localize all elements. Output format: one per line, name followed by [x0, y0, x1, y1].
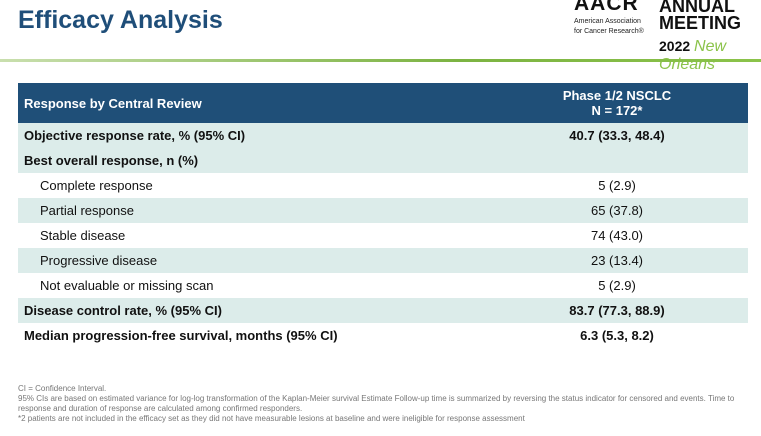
efficacy-table: Response by Central Review Phase 1/2 NSCL… — [18, 83, 748, 348]
row: Progressive disease 23 (13.4) — [18, 248, 748, 273]
row: Complete response 5 (2.9) — [18, 173, 748, 198]
cell: Stable disease — [40, 228, 126, 243]
row: Partial response 65 (37.8) — [18, 198, 748, 223]
cell: 40.7 (33.3, 48.4) — [486, 123, 748, 148]
cell: Partial response — [18, 198, 486, 223]
logo-org-name: American Association — [574, 18, 641, 25]
cell: 83.7 (77.3, 88.9) — [486, 298, 748, 323]
footnotes: CI = Confidence Interval. 95% CIs are ba… — [18, 384, 753, 424]
logo-date: 2022 New Orleans — [659, 38, 761, 74]
cell: Not evaluable or missing scan — [40, 278, 214, 293]
column-header: Phase 1/2 NSCLC N = 172* — [486, 83, 748, 123]
footnote: 95% CIs are based on estimated variance … — [18, 394, 735, 413]
row: Not evaluable or missing scan 5 (2.9) — [18, 273, 748, 298]
cell: Best overall response, n (%) — [18, 148, 486, 173]
cell: Progressive disease — [18, 248, 486, 273]
row: Objective response rate, % (95% CI) 40.7 … — [18, 123, 748, 148]
cell: 5 (2.9) — [598, 178, 636, 193]
cell: 5 (2.9) — [598, 278, 636, 293]
row: Best overall response, n (%) — [18, 148, 748, 173]
cell: 23 (13.4) — [486, 248, 748, 273]
logo-event: MEETING — [659, 13, 742, 33]
column-header-line: Phase 1/2 NSCLC — [562, 88, 672, 103]
cell: Objective response rate, % (95% CI) — [18, 123, 486, 148]
logo-org-name: for Cancer Research® — [574, 28, 644, 35]
cell: 74 (43.0) — [590, 228, 644, 243]
logo-org: AACR — [574, 0, 639, 15]
footnote: *2 patients are not included in the effi… — [18, 414, 525, 423]
slide-title: Efficacy Analysis — [18, 6, 223, 34]
row: Stable disease 74 (43.0) — [18, 223, 748, 248]
column-header-line: N = 172* — [591, 103, 643, 118]
logo-event: ANNUAL — [659, 0, 735, 16]
header-row: Response by Central Review Phase 1/2 NSCL… — [18, 83, 748, 123]
row: Disease control rate, % (95% CI) 83.7 (77… — [18, 298, 748, 323]
header-rule — [0, 59, 761, 62]
cell: 65 (37.8) — [486, 198, 748, 223]
footnote: CI = Confidence Interval. — [18, 384, 107, 393]
row: Median progression-free survival, months… — [18, 323, 748, 348]
cell: 6.3 (5.3, 8.2) — [580, 328, 654, 343]
cell: Complete response — [40, 178, 153, 193]
column-header: Response by Central Review — [18, 83, 486, 123]
cell: Disease control rate, % (95% CI) — [18, 298, 486, 323]
cell — [486, 148, 748, 173]
logo-year: 2022 — [659, 38, 691, 54]
cell: Median progression-free survival, months… — [24, 328, 338, 343]
logo: AACR American Association for Cancer Res… — [572, 0, 761, 73]
